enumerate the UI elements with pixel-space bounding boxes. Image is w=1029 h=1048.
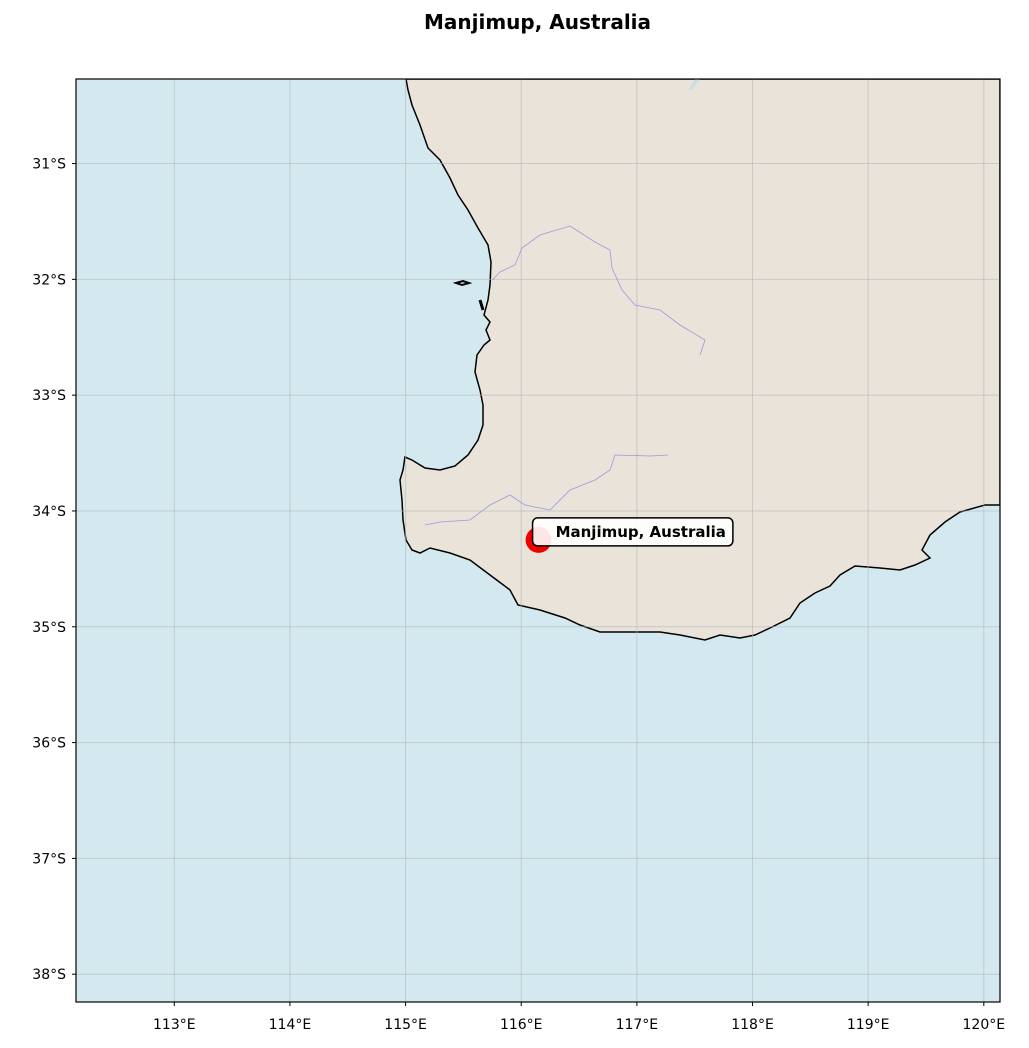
lat-tick-label: 32°S <box>32 272 66 288</box>
gridlines <box>76 79 1000 1002</box>
location-label-box: Manjimup, Australia <box>531 517 734 547</box>
lon-tick-label: 116°E <box>500 1017 543 1033</box>
lat-tick-label: 31°S <box>32 157 66 173</box>
lat-tick-label: 38°S <box>32 967 66 983</box>
island <box>478 299 485 311</box>
river <box>491 225 706 356</box>
lake <box>688 79 700 90</box>
land-western-australia <box>399 79 1000 641</box>
lon-tick-label: 118°E <box>731 1017 774 1033</box>
river <box>424 454 669 526</box>
lon-tick-label: 119°E <box>847 1017 890 1033</box>
lat-tick-label: 36°S <box>32 736 66 752</box>
lat-tick-label: 33°S <box>32 388 66 404</box>
lat-tick-label: 34°S <box>32 504 66 520</box>
island <box>452 279 473 287</box>
lat-tick-label: 37°S <box>32 851 66 867</box>
lon-tick-label: 115°E <box>384 1017 427 1033</box>
lon-tick-label: 113°E <box>153 1017 196 1033</box>
lon-tick-label: 117°E <box>616 1017 659 1033</box>
lat-tick-label: 35°S <box>32 620 66 636</box>
map-frame <box>75 78 1001 1003</box>
lon-tick-label: 114°E <box>269 1017 312 1033</box>
location-label: Manjimup, Australia <box>556 523 726 541</box>
lon-tick-label: 120°E <box>963 1017 1006 1033</box>
map-title: Manjimup, Australia <box>423 10 652 34</box>
